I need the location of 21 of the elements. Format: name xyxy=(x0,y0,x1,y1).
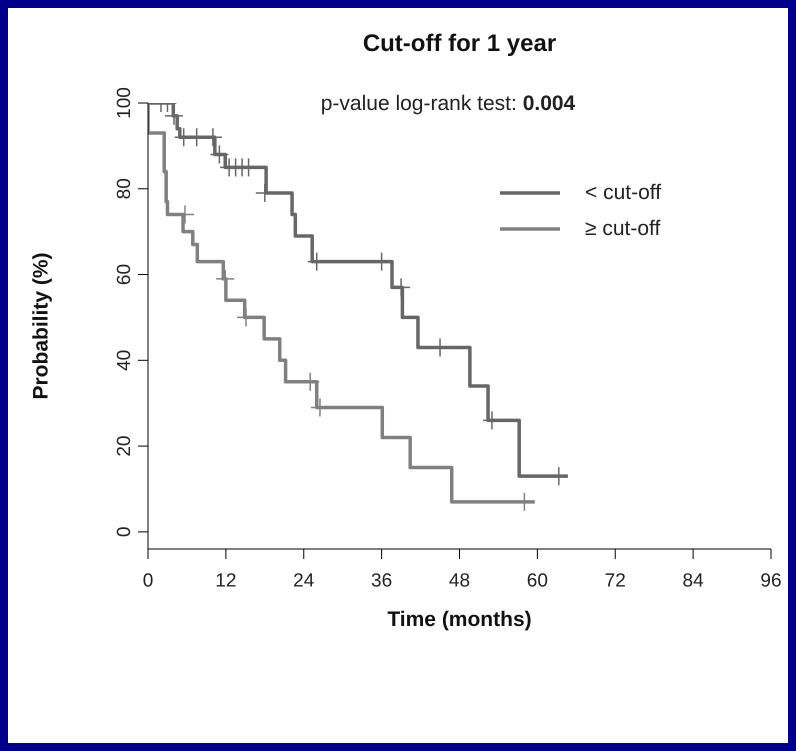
x-tick-label: 72 xyxy=(604,570,626,592)
y-tick-label: 40 xyxy=(114,350,135,371)
x-tick-label: 0 xyxy=(142,570,154,592)
y-tick-label: 60 xyxy=(114,264,135,286)
legend-label: ≥ cut-off xyxy=(585,217,660,241)
x-tick-label: 96 xyxy=(760,570,782,592)
y-tick-label: 80 xyxy=(114,178,135,200)
annotation: p-value log-rank test: 0.004 xyxy=(320,92,576,116)
x-tick-label: 60 xyxy=(526,570,548,592)
x-axis-title: Time (months) xyxy=(387,608,532,631)
y-tick-label: 100 xyxy=(114,87,135,119)
y-axis-title: Probability (%) xyxy=(29,252,52,400)
x-tick-label: 48 xyxy=(448,570,470,592)
y-tick-label: 20 xyxy=(114,436,135,457)
x-tick-label: 84 xyxy=(682,570,704,592)
y-tick-label: 0 xyxy=(114,526,135,538)
legend-label: < cut-off xyxy=(585,181,662,205)
x-tick-label: 12 xyxy=(215,570,236,592)
chart-title: Cut-off for 1 year xyxy=(362,30,558,58)
x-tick-label: 36 xyxy=(371,570,392,592)
x-tick-label: 24 xyxy=(293,570,315,592)
